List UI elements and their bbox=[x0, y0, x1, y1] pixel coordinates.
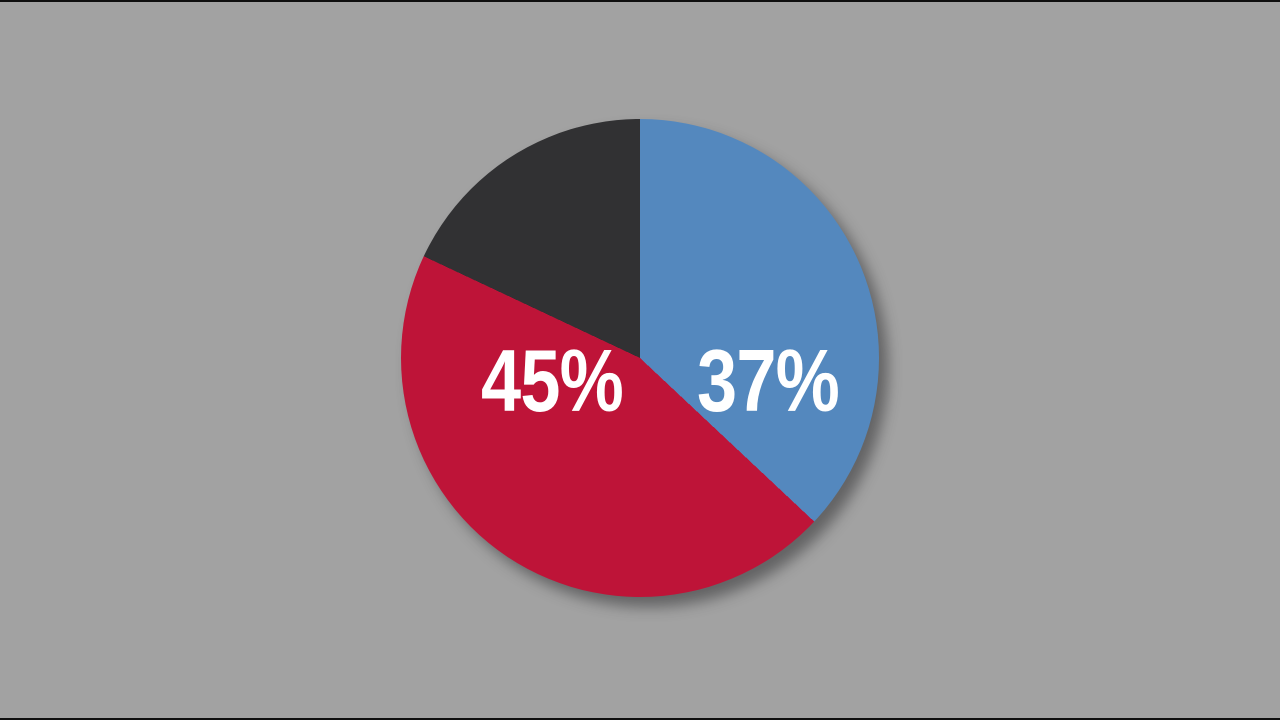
pie-label-blue-slice: 37% bbox=[697, 331, 840, 430]
letterbox-top-bar bbox=[0, 0, 1280, 2]
pie-label-red-slice: 45% bbox=[481, 331, 624, 430]
pie-chart bbox=[401, 119, 879, 597]
letterbox-bottom-bar bbox=[0, 718, 1280, 720]
